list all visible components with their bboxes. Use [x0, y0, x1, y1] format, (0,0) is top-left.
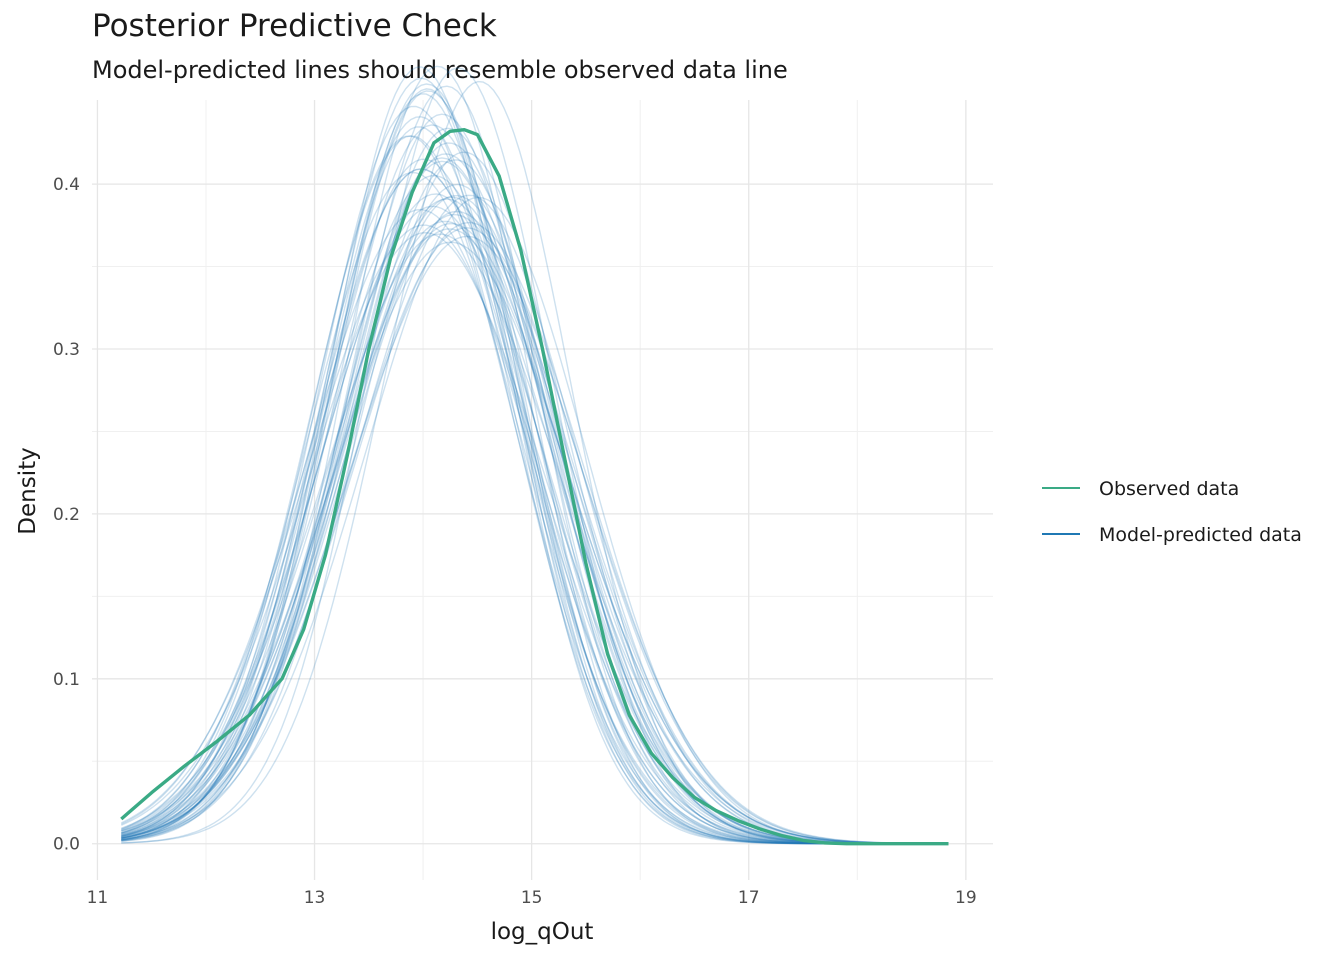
predicted-density-line: [121, 88, 949, 845]
predicted-density-line: [121, 213, 949, 845]
predicted-density-line: [121, 222, 949, 845]
predicted-density-lines: [120, 65, 949, 845]
predicted-density-line: [121, 126, 949, 845]
y-tick-label: 0.0: [53, 835, 80, 855]
predicted-density-line: [121, 113, 949, 845]
x-tick-label: 19: [955, 888, 977, 908]
x-tick-label: 13: [304, 888, 326, 908]
y-tick-label: 0.3: [53, 340, 80, 360]
predicted-density-line: [121, 168, 949, 845]
legend-label-observed: Observed data: [1099, 478, 1239, 500]
x-tick-label: 15: [521, 888, 543, 908]
predicted-density-line: [121, 135, 949, 845]
legend-label-predicted: Model-predicted data: [1099, 524, 1302, 546]
legend: Observed data Model-predicted data: [1042, 478, 1302, 546]
y-tick-label: 0.4: [53, 175, 80, 195]
predicted-density-line: [121, 228, 949, 845]
predicted-density-line: [121, 90, 949, 845]
predicted-density-line: [121, 83, 949, 845]
predicted-density-line: [121, 233, 949, 845]
predicted-density-line: [121, 105, 949, 845]
predicted-density-line: [121, 116, 949, 845]
observed-density-path: [120, 127, 949, 846]
predicted-density-line: [121, 235, 949, 845]
y-axis-title: Density: [15, 447, 41, 534]
chart-subtitle: Model-predicted lines should resemble ob…: [92, 56, 788, 84]
observed-density-line: [120, 127, 949, 846]
y-tick-label: 0.2: [53, 505, 80, 525]
grid-minor: [92, 100, 993, 880]
predicted-density-line: [121, 77, 949, 845]
predicted-density-line: [121, 210, 949, 845]
predicted-density-line: [121, 65, 949, 845]
predicted-density-line: [121, 194, 949, 845]
predicted-density-line: [121, 66, 949, 845]
predicted-density-line: [121, 227, 949, 845]
predicted-density-line: [121, 124, 949, 845]
predicted-density-line: [121, 241, 949, 845]
grid-major: [92, 100, 993, 880]
chart-title: Posterior Predictive Check: [92, 8, 497, 44]
predicted-density-line: [121, 85, 949, 845]
predicted-density-line: [121, 93, 949, 845]
predicted-density-line: [121, 67, 949, 845]
y-tick-label: 0.1: [53, 670, 80, 690]
x-tick-label: 17: [738, 888, 760, 908]
x-axis-title: log_qOut: [491, 919, 594, 945]
x-axis-ticks: 11 13 15 17 19: [87, 888, 977, 908]
predicted-density-line: [121, 135, 949, 845]
predicted-density-line: [121, 198, 949, 845]
predicted-density-line: [121, 196, 949, 845]
x-tick-label: 11: [87, 888, 109, 908]
y-axis-ticks: 0.0 0.1 0.2 0.3 0.4: [53, 175, 80, 855]
